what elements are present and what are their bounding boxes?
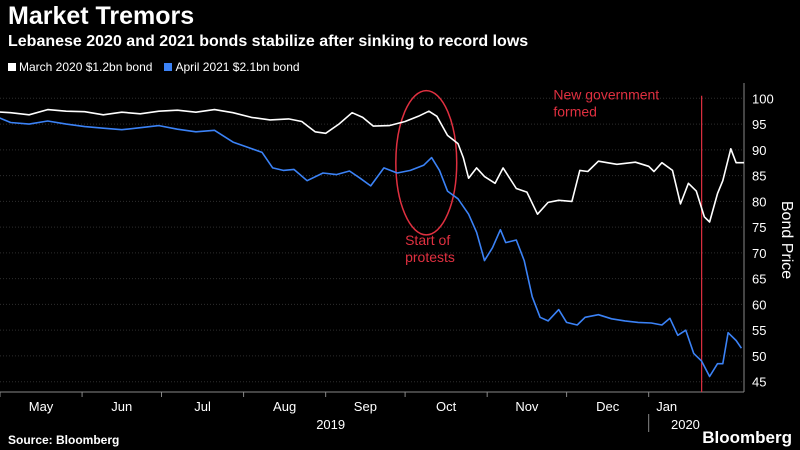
legend-swatch-march-2020 [8,63,16,71]
x-tick-label-jan: Jan [656,399,677,414]
y-tick-label-60: 60 [752,297,766,312]
series-line-march-2020 [0,108,744,223]
legend-label-march-2020: March 2020 $1.2bn bond [19,60,153,74]
x-tick-label-oct: Oct [436,399,457,414]
x-tick-label-jun: Jun [111,399,132,414]
x-tick-label-may: May [29,399,54,414]
y-tick-label-65: 65 [752,272,766,287]
y-tick-label-70: 70 [752,246,766,261]
y-tick-label-45: 45 [752,375,766,390]
y-tick-label-75: 75 [752,220,766,235]
legend-label-april-2021: April 2021 $2.1bn bond [175,60,300,74]
annotation-new-government-line-2: formed [553,103,597,119]
bloomberg-logo: Bloomberg [702,428,792,447]
y-tick-label-80: 80 [752,194,766,209]
annotation-start-of-line-2: protests [405,249,455,265]
x-tick-label-sep: Sep [354,399,377,414]
protest-highlight-ellipse [395,89,458,236]
legend: March 2020 $1.2bn bond April 2021 $2.1bn… [8,60,300,74]
y-tick-label-50: 50 [752,349,766,364]
year-label-2019: 2019 [316,417,345,432]
chart-title: Market Tremors [8,2,195,30]
x-tick-label-nov: Nov [515,399,539,414]
series-line-april-2021 [0,117,743,378]
year-label-2020: 2020 [671,417,700,432]
y-tick-label-55: 55 [752,323,766,338]
annotation-new-government-line-1: New government [553,86,659,102]
x-tick-label-aug: Aug [273,399,296,414]
y-axis-label: Bond Price [778,201,795,279]
legend-item-march-2020: March 2020 $1.2bn bond [8,60,152,74]
x-tick-label-dec: Dec [596,399,620,414]
y-tick-label-100: 100 [752,91,774,106]
source-note: Source: Bloomberg [8,433,120,447]
y-tick-label-85: 85 [752,169,766,184]
legend-swatch-april-2021 [164,63,173,71]
x-tick-label-jul: Jul [194,399,211,414]
chart-subtitle: Lebanese 2020 and 2021 bonds stabilize a… [8,33,529,50]
annotation-start-of-line-1: Start of [405,232,450,248]
y-tick-label-95: 95 [752,117,766,132]
legend-item-april-2021: April 2021 $2.1bn bond [164,60,300,74]
y-tick-label-90: 90 [752,143,766,158]
